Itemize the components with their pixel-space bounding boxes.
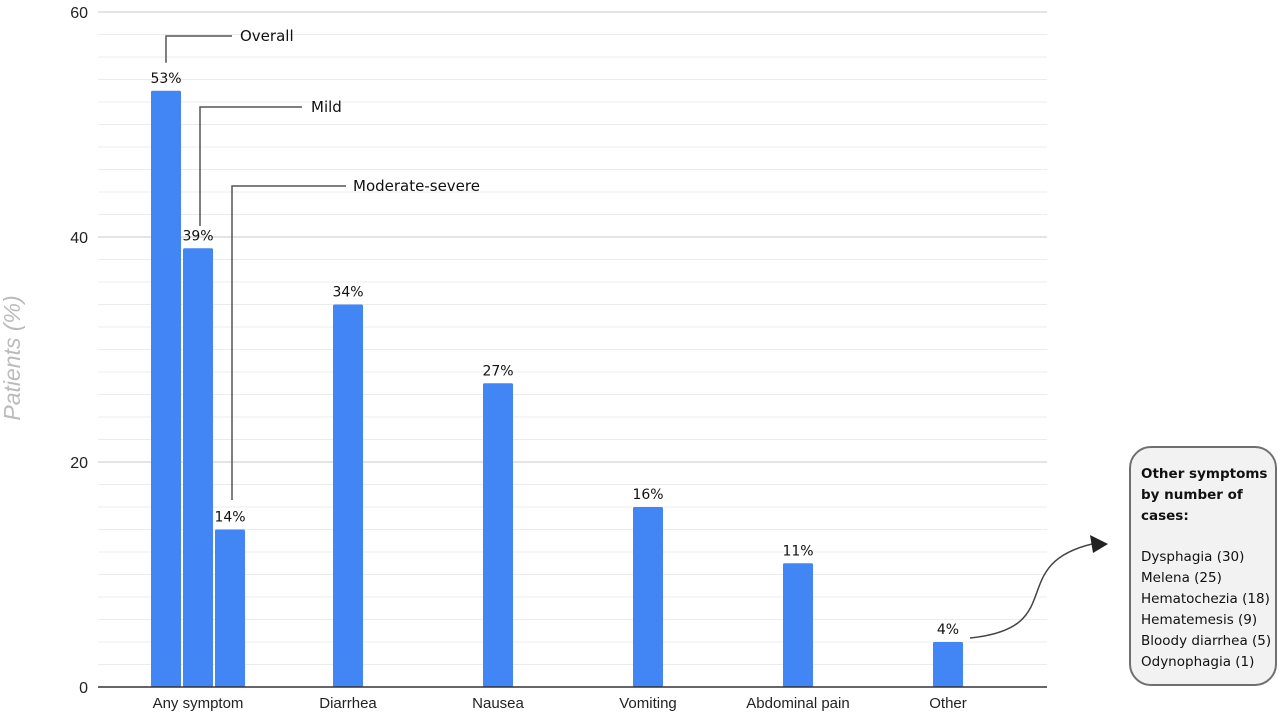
other-symptoms-box: Other symptoms by number of cases: Dysph… xyxy=(1129,446,1277,686)
bar-value-label: 4% xyxy=(937,622,959,638)
bar-value-label: 34% xyxy=(332,285,363,301)
gridlines xyxy=(98,11,1047,665)
other-symptom-item: Dysphagia (30) xyxy=(1141,549,1245,565)
y-tick-label: 0 xyxy=(79,680,88,697)
callout-line xyxy=(231,185,346,500)
bar-value-label: 11% xyxy=(782,543,813,559)
x-category-label: Other xyxy=(929,695,967,712)
callout-label: Mild xyxy=(311,98,342,116)
y-axis-label: Patients (%) xyxy=(0,295,25,420)
data-labels: 53% 39% 14% 34% 27% 16% 11% 4% xyxy=(150,71,959,638)
callout-label: Overall xyxy=(240,27,294,45)
y-tick-label: 20 xyxy=(70,455,88,472)
bar xyxy=(633,507,663,687)
other-symptom-item: Melena (25) xyxy=(1141,570,1222,586)
x-axis-categories: Any symptom Diarrhea Nausea Vomiting Abdomin… xyxy=(153,695,967,712)
bar xyxy=(783,563,813,687)
bars xyxy=(151,90,963,687)
bar-value-label: 14% xyxy=(214,510,245,526)
other-symptoms-list: Dysphagia (30) Melena (25) Hematochezia (1… xyxy=(1141,547,1275,673)
x-category-label: Abdominal pain xyxy=(746,695,849,712)
bar xyxy=(215,529,245,687)
bar-value-label: 16% xyxy=(632,487,663,503)
x-category-label: Diarrhea xyxy=(319,695,377,712)
callout-line xyxy=(199,106,302,226)
bar xyxy=(483,383,513,687)
other-symptom-item: Hematochezia (18) xyxy=(1141,591,1270,607)
y-tick-label: 60 xyxy=(70,5,88,22)
bar-value-label: 39% xyxy=(182,228,213,244)
bar-value-label: 27% xyxy=(482,363,513,379)
x-category-label: Any symptom xyxy=(153,695,244,712)
bar xyxy=(151,90,181,687)
bar-value-label: 53% xyxy=(150,71,181,87)
x-category-label: Vomiting xyxy=(619,695,677,712)
other-symptom-item: Hematemesis (9) xyxy=(1141,612,1258,628)
other-symptoms-title: Other symptoms by number of cases: xyxy=(1141,466,1268,524)
other-symptom-item: Odynophagia (1) xyxy=(1141,654,1255,670)
other-curved-arrow xyxy=(969,543,1093,639)
bar xyxy=(933,642,963,687)
other-symptom-item: Bloody diarrhea (5) xyxy=(1141,633,1272,649)
x-category-label: Nausea xyxy=(472,695,524,712)
callout-label: Moderate-severe xyxy=(353,177,480,195)
y-tick-label: 40 xyxy=(70,230,88,247)
bar xyxy=(183,248,213,687)
callout-line xyxy=(165,35,232,63)
y-axis-ticks: 0 20 40 60 xyxy=(70,5,88,697)
callouts: Overall Mild Moderate-severe xyxy=(165,27,480,500)
bar xyxy=(333,304,363,687)
arrowhead-icon xyxy=(1090,535,1108,553)
